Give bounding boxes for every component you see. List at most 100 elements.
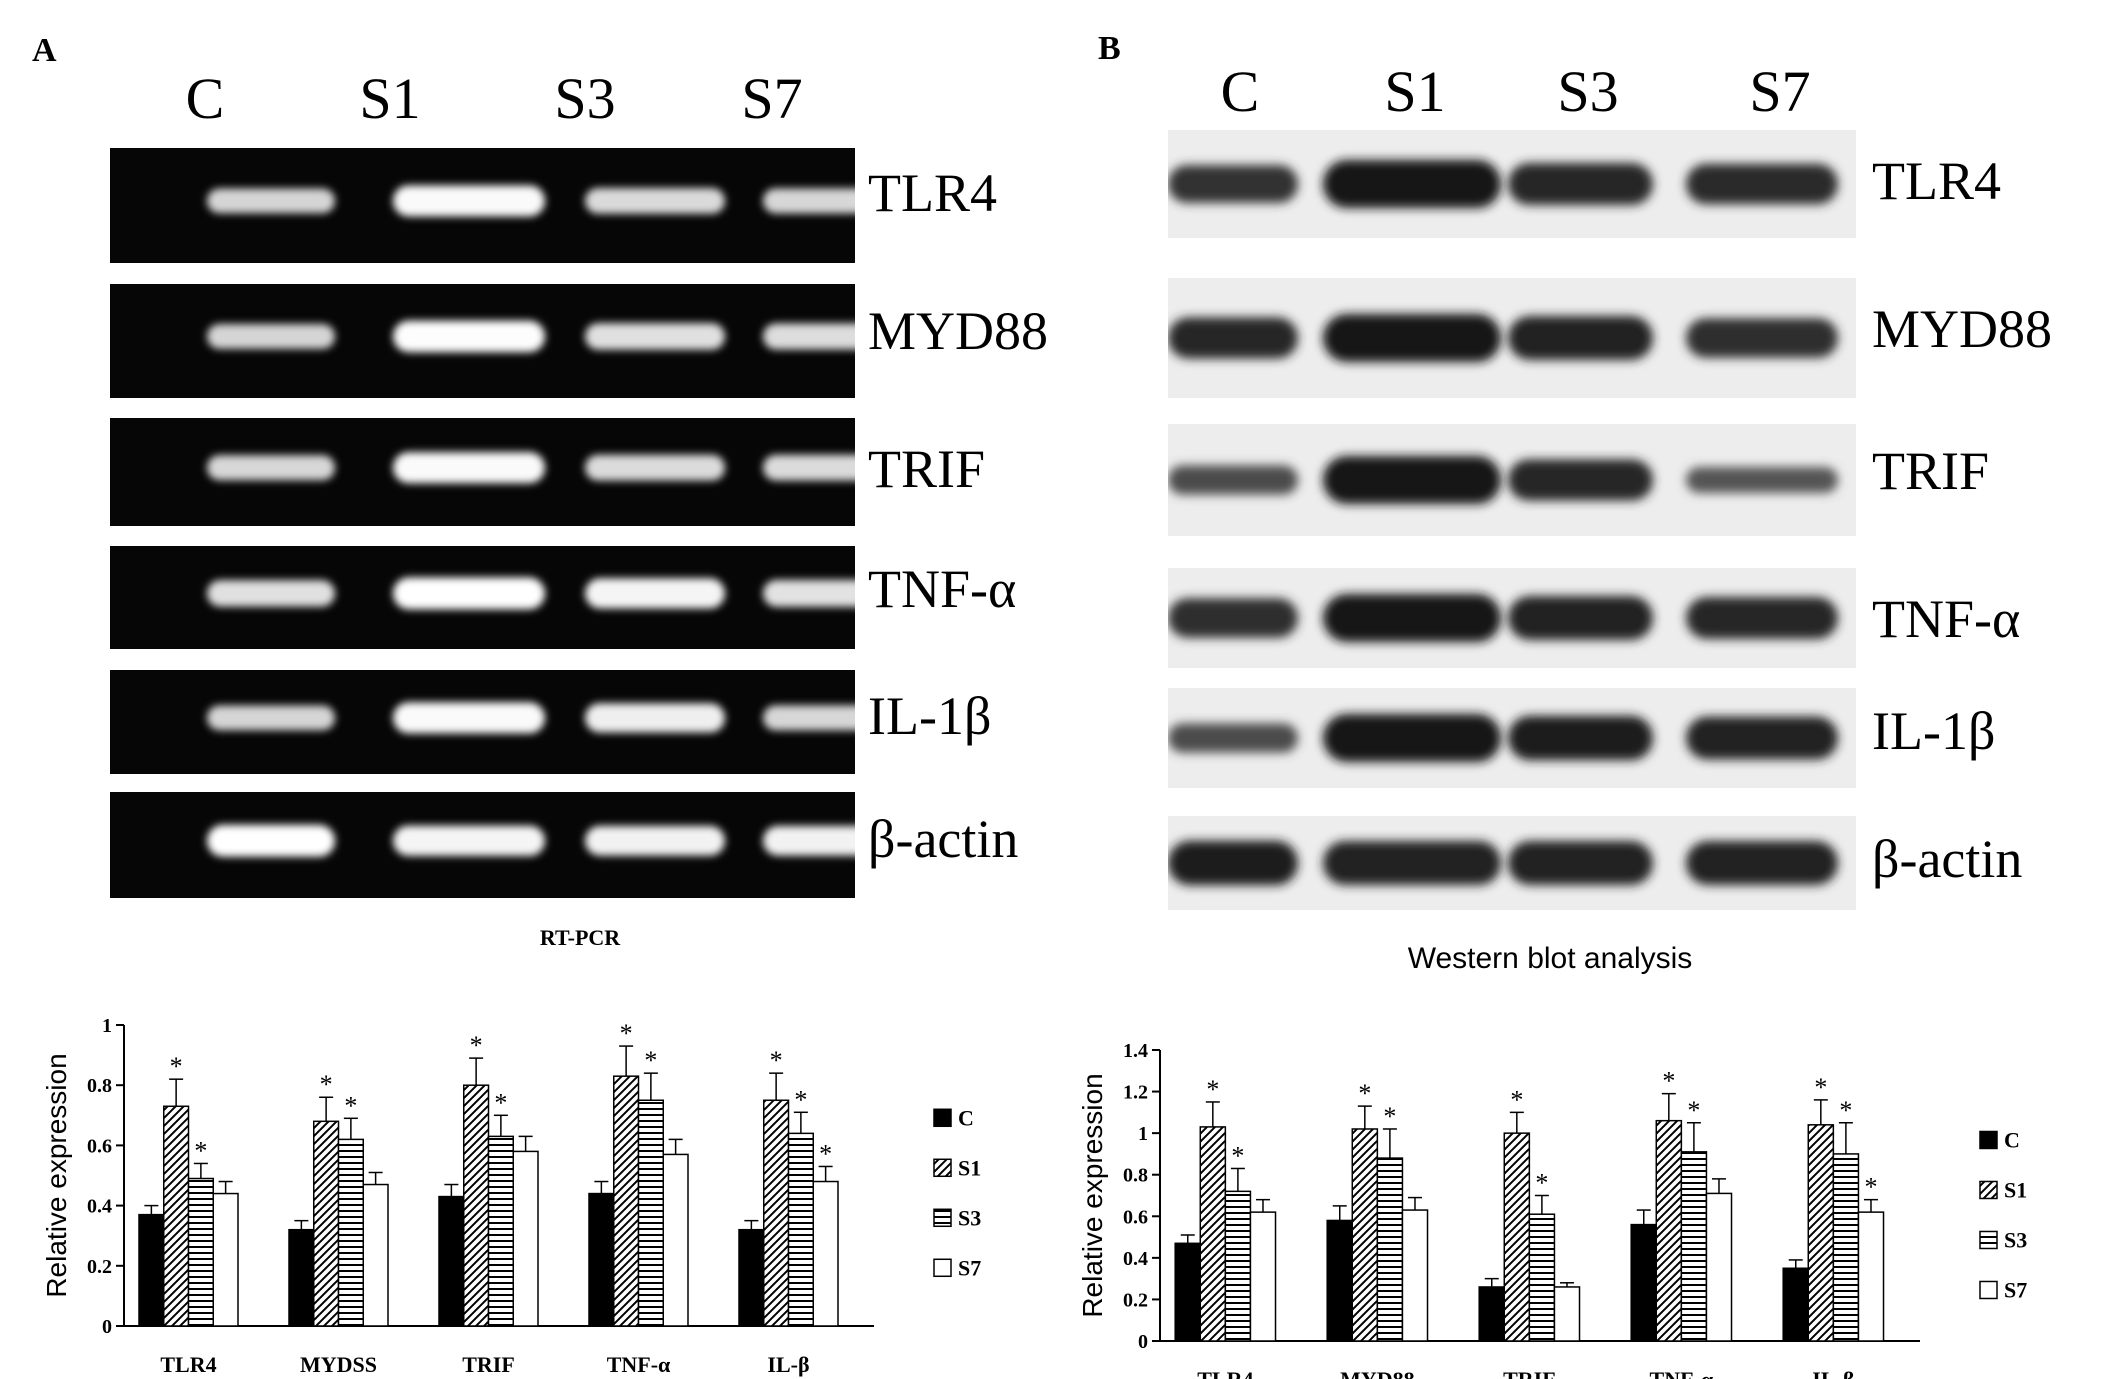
blot-row-label: β-actin: [1872, 829, 2023, 889]
legend-swatch: [1979, 1130, 1998, 1150]
bar: [1174, 1242, 1202, 1342]
y-tick-label: 1: [102, 1015, 112, 1037]
panel-letter-b: B: [1098, 30, 1121, 67]
legend-label: S7: [2004, 1277, 2027, 1302]
gel-lane-label: S7: [741, 66, 803, 131]
significance-star: *: [470, 1031, 483, 1060]
gel-band: [763, 323, 855, 350]
bar: [787, 1132, 814, 1327]
bar: [1401, 1209, 1429, 1342]
bar: [1249, 1211, 1277, 1342]
y-tick-label: 0.2: [1123, 1289, 1148, 1311]
blot-band: [1508, 316, 1653, 360]
significance-star: *: [1383, 1102, 1396, 1131]
blot-row-label: TLR4: [1872, 151, 2001, 211]
gel-row-label: TLR4: [868, 163, 997, 223]
y-tick-label: 1.4: [1123, 1040, 1148, 1062]
gel-band: [207, 705, 335, 731]
gel-band: [585, 578, 725, 609]
blot-row-label: TNF-α: [1872, 589, 2021, 649]
blot-lane-label: S1: [1384, 59, 1446, 124]
bar: [1326, 1219, 1354, 1342]
rt-pcr-gel-image: [110, 148, 855, 898]
bar: [1351, 1128, 1379, 1342]
bar: [763, 1099, 790, 1327]
y-tick-label: 0.8: [1123, 1165, 1148, 1187]
gel-band: [207, 580, 335, 607]
western-blot-bar-chart: 0 0.2 0.4 0.6 0.8 1 1.2 1.4 Relative expression *…: [1080, 1040, 2027, 1379]
bar: [1807, 1124, 1835, 1342]
blot-row-label: TRIF: [1872, 441, 1990, 501]
significance-star: *: [1358, 1079, 1371, 1108]
blot-band: [1323, 456, 1501, 504]
significance-star: *: [644, 1046, 657, 1075]
x-tick-label: TLR4: [1197, 1367, 1253, 1379]
legend-label: S7: [958, 1255, 981, 1280]
gel-band: [207, 188, 335, 214]
y-tick-label: 0.2: [87, 1256, 112, 1278]
bar: [637, 1099, 664, 1327]
blot-band: [1508, 715, 1653, 761]
blot-band: [1686, 318, 1838, 358]
significance-star: *: [344, 1091, 357, 1120]
y-tick-label: 0.4: [1123, 1248, 1148, 1270]
gel-band: [393, 577, 545, 610]
y-axis-label: Relative expression: [1080, 1073, 1108, 1317]
blot-band: [1323, 594, 1501, 642]
legend-label: S1: [958, 1155, 981, 1180]
x-tick-label: MYD88: [1340, 1367, 1415, 1379]
gel-band: [585, 825, 725, 856]
bar: [1553, 1286, 1581, 1342]
bar: [1655, 1119, 1683, 1342]
bar: [463, 1084, 490, 1327]
legend-swatch: [933, 1158, 952, 1178]
bar: [1782, 1267, 1810, 1342]
significance-star: *: [194, 1136, 207, 1165]
bar: [1478, 1286, 1506, 1342]
western-blot-image: [1168, 130, 1856, 910]
blot-band: [1508, 596, 1653, 640]
gel-band: [393, 452, 545, 484]
blot-band: [1323, 714, 1501, 762]
panel-letter-a: A: [32, 32, 57, 69]
x-tick-label: TLR4: [160, 1352, 216, 1377]
gel-band: [763, 825, 855, 856]
significance-star: *: [1839, 1096, 1852, 1125]
bar: [613, 1075, 640, 1327]
blot-band: [1686, 841, 1838, 885]
significance-star: *: [770, 1046, 783, 1075]
gel-lane-label: S1: [359, 66, 421, 131]
bar: [438, 1195, 465, 1327]
blot-band: [1686, 467, 1838, 493]
bar: [163, 1105, 190, 1327]
gel-band: [585, 323, 725, 350]
blot-band: [1168, 723, 1298, 753]
x-tick-label: IL-β: [767, 1352, 809, 1377]
gel-band: [763, 454, 855, 481]
bar: [1832, 1153, 1860, 1342]
blot-row-label: MYD88: [1872, 299, 2053, 359]
legend-label: C: [2004, 1127, 2020, 1152]
significance-star: *: [1231, 1141, 1244, 1170]
western-blot-caption: Western blot analysis: [1407, 942, 1693, 975]
blot-band: [1168, 317, 1298, 359]
bar: [487, 1135, 514, 1327]
blot-row-label: IL-1β: [1872, 701, 1996, 761]
gel-band: [763, 188, 855, 214]
bar: [1199, 1126, 1227, 1342]
gel-band: [393, 825, 545, 856]
gel-row-label: β-actin: [868, 809, 1019, 869]
bar: [738, 1228, 765, 1327]
significance-star: *: [1687, 1096, 1700, 1125]
bar: [1680, 1151, 1708, 1342]
rt-pcr-caption: RT-PCR: [539, 925, 621, 950]
x-tick-label: TNF-α: [607, 1352, 671, 1377]
y-tick-label: 1.2: [1123, 1082, 1148, 1104]
significance-star: *: [819, 1139, 832, 1168]
legend-swatch: [1979, 1230, 1998, 1250]
gel-row-label: TNF-α: [868, 559, 1017, 619]
significance-star: *: [170, 1052, 183, 1081]
gel-lane-label: C: [185, 66, 225, 131]
bar: [812, 1180, 839, 1327]
rt-pcr-bar-chart: 0 0.2 0.4 0.6 0.8 1 Relative expression * * TLR4 *…: [41, 1015, 981, 1377]
